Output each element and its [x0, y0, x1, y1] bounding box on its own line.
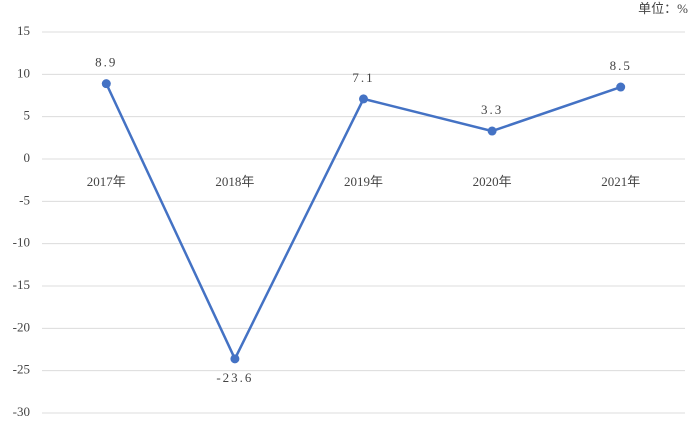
data-label: -23.6	[216, 370, 253, 385]
data-label: 8.9	[95, 55, 117, 70]
point	[359, 94, 368, 104]
unit-label: 单位：%	[638, 1, 688, 16]
x-tick-label: 2018年	[215, 174, 254, 189]
y-tick-label: 0	[24, 150, 31, 165]
point	[230, 354, 240, 364]
data-label: 8.5	[610, 58, 632, 73]
x-tick-label: 2019年	[344, 174, 383, 189]
y-tick-label: 15	[17, 23, 30, 38]
point	[487, 126, 497, 136]
y-tick-label: 5	[24, 108, 31, 123]
point	[101, 79, 111, 89]
y-tick-label: -25	[13, 362, 30, 377]
line	[105, 83, 622, 362]
y-tick-label: -10	[13, 235, 30, 250]
data-label: 7.1	[352, 70, 374, 85]
y-tick-label: -30	[13, 404, 30, 419]
y-tick-label: 10	[17, 65, 30, 80]
data-label: 3.3	[481, 102, 503, 117]
y-tick-label: -5	[19, 192, 30, 207]
x-tick-label: 2017年	[87, 174, 126, 189]
x-tick-label: 2021年	[601, 174, 640, 189]
point	[616, 82, 626, 92]
y-tick-label: -20	[13, 319, 30, 334]
x-tick-label: 2020年	[473, 174, 512, 189]
y-tick-label: -15	[13, 277, 30, 292]
